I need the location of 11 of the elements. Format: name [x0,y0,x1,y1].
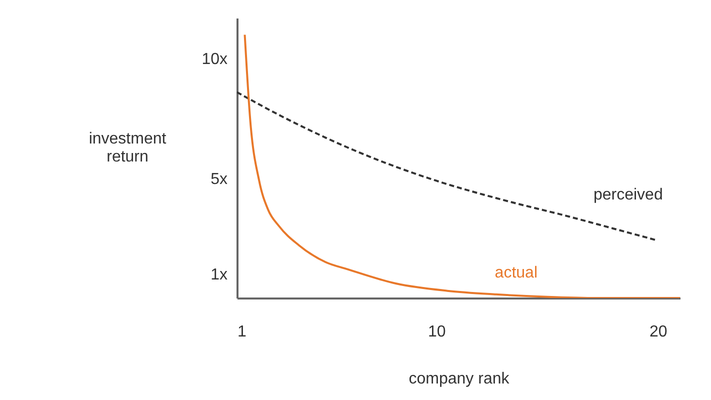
y-tick-label: 1x [210,266,228,284]
x-tick-label: 10 [428,324,446,340]
line-series [244,34,680,298]
y-axis-title: investment return [88,130,167,166]
x-tick-label: 1 [238,324,246,340]
y-tick-label: 5x [210,170,228,188]
y-tick-label: 10x [202,51,228,68]
x-tick-label: 20 [649,324,668,340]
series-label: actual [494,264,538,282]
x-axis-title: company rank [408,370,510,388]
series-label: perceived [593,186,663,204]
